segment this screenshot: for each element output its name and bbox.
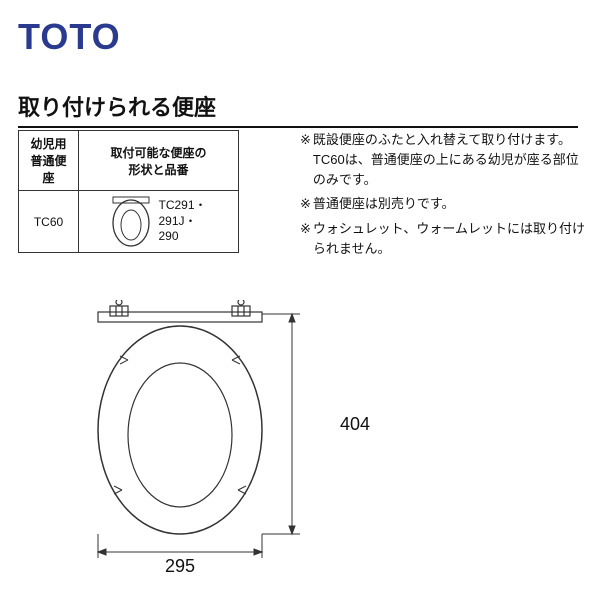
compatible-text: TC291・ 291J・ 290 xyxy=(158,198,206,245)
notes-area: ※ 既設便座のふたと入れ替えて取り付けます。TC60は、普通便座の上にある幼児が… xyxy=(300,130,590,263)
table-body-row: TC60 TC291・ 291J・ 290 xyxy=(19,191,239,253)
width-label: 295 xyxy=(165,556,195,576)
note-text: ウォシュレット、ウォームレットには取り付けられません。 xyxy=(313,219,590,259)
seat-shape-icon xyxy=(110,195,152,249)
spec-table: 幼児用 普通便座 取付可能な便座の 形状と品番 TC60 TC291・ 291J… xyxy=(18,130,239,253)
seat-inner xyxy=(128,363,232,507)
page-title: 取り付けられる便座 xyxy=(18,90,578,128)
note-row: ※ 既設便座のふたと入れ替えて取り付けます。TC60は、普通便座の上にある幼児が… xyxy=(300,130,590,190)
note-marker: ※ xyxy=(300,194,311,214)
note-text: 普通便座は別売りです。 xyxy=(313,194,455,214)
header-col1-line1: 幼児用 xyxy=(30,137,66,151)
compatible-cell: TC291・ 291J・ 290 xyxy=(79,191,239,253)
model-cell: TC60 xyxy=(19,191,79,253)
diagram-svg: 295 404 xyxy=(40,300,400,580)
height-dimension xyxy=(262,314,300,534)
header-col2: 取付可能な便座の 形状と品番 xyxy=(79,131,239,191)
note-marker: ※ xyxy=(300,219,311,259)
brand-logo: TOTO xyxy=(18,16,121,58)
hinge-assembly xyxy=(98,300,262,322)
spec-table-area: 幼児用 普通便座 取付可能な便座の 形状と品番 TC60 TC291・ 291J… xyxy=(18,130,239,253)
height-label: 404 xyxy=(340,414,370,434)
compatible-cell-inner: TC291・ 291J・ 290 xyxy=(83,195,234,249)
header-col2-line2: 形状と品番 xyxy=(128,163,188,177)
header-col1: 幼児用 普通便座 xyxy=(19,131,79,191)
note-row: ※ ウォシュレット、ウォームレットには取り付けられません。 xyxy=(300,219,590,259)
note-text: 既設便座のふたと入れ替えて取り付けます。TC60は、普通便座の上にある幼児が座る… xyxy=(313,130,590,190)
header-col2-line1: 取付可能な便座の xyxy=(110,146,206,160)
note-marker: ※ xyxy=(300,130,311,190)
width-dimension xyxy=(98,534,262,558)
dimension-diagram: 295 404 xyxy=(40,300,400,580)
header-col1-line2: 普通便座 xyxy=(30,154,66,185)
note-row: ※ 普通便座は別売りです。 xyxy=(300,194,590,214)
table-header-row: 幼児用 普通便座 取付可能な便座の 形状と品番 xyxy=(19,131,239,191)
bumper-marks xyxy=(114,356,246,494)
